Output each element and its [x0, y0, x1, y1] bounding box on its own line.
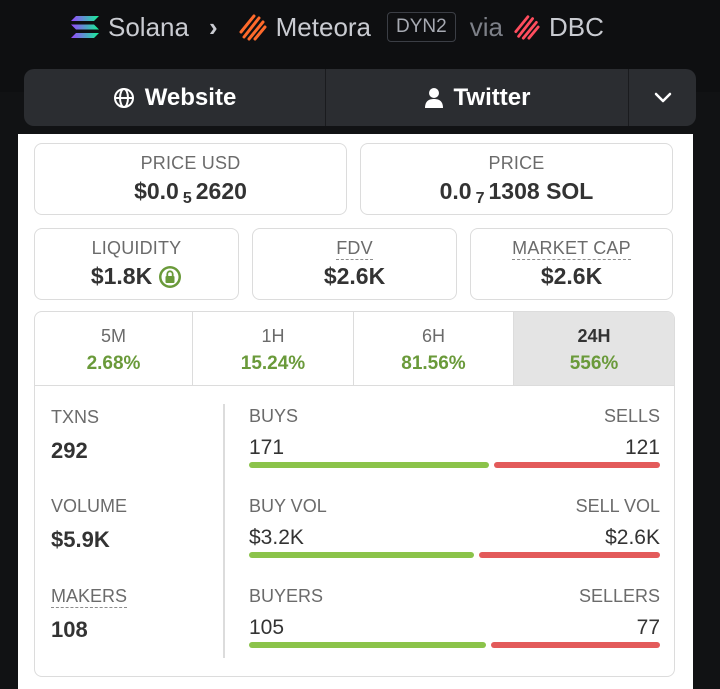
makers-stat: MAKERS 108 — [51, 586, 128, 643]
price-sol-value: 0.0 7 1308 SOL — [361, 178, 672, 207]
tab-change: 15.24% — [240, 353, 306, 374]
mcap-value: $2.6K — [540, 263, 603, 289]
liquidity-value-row: $1.8K — [35, 263, 238, 290]
txns-stat: TXNS 292 — [51, 407, 99, 464]
price-usd-prefix: $0.0 — [134, 178, 179, 204]
lock-icon[interactable] — [158, 265, 182, 289]
website-button[interactable]: Website — [24, 69, 326, 126]
more-links-button[interactable] — [629, 69, 696, 126]
makers-label[interactable]: MAKERS — [51, 586, 128, 608]
buyers-label: BUYERS — [249, 586, 324, 606]
dex-crumb[interactable]: Meteora — [238, 12, 371, 43]
buyers-bar — [249, 642, 486, 648]
txns-label: TXNS — [51, 407, 100, 427]
liquidity-card: LIQUIDITY $1.8K — [34, 228, 239, 300]
sells-label: SELLS — [603, 406, 660, 426]
meteora-icon — [239, 14, 267, 41]
price-usd-card: PRICE USD $0.0 5 2620 — [34, 143, 347, 215]
twitter-button[interactable]: Twitter — [326, 69, 629, 126]
price-usd-label: PRICE USD — [140, 153, 241, 173]
column-divider — [223, 404, 225, 658]
sellers-bar — [491, 642, 660, 648]
sells-value: 121 — [624, 436, 660, 459]
volume-value: $5.9K — [51, 527, 110, 552]
tab-24h[interactable]: 24H 556% — [514, 312, 674, 385]
links-bar: Website Twitter — [24, 69, 696, 126]
chevron-down-icon — [654, 92, 671, 102]
price-sol-card: PRICE 0.0 7 1308 SOL — [360, 143, 673, 215]
price-usd-digits: 2620 — [195, 178, 247, 204]
buy-vol-label: BUY VOL — [249, 496, 327, 516]
token-info-panel: PRICE USD $0.0 5 2620 PRICE 0.0 7 1308 SOL L… — [18, 134, 693, 689]
globe-icon — [113, 87, 134, 108]
fdv-label-wrap: FDV — [253, 238, 456, 260]
launchpad-name: DBC — [548, 11, 604, 42]
price-sol-zeros: 7 — [475, 189, 485, 207]
buys-value: 171 — [249, 436, 285, 459]
chevron-right-icon: › — [208, 11, 218, 42]
mcap-label[interactable]: MARKET CAP — [512, 238, 631, 260]
tab-label: 5M — [100, 326, 126, 346]
sellers-label: SELLERS — [578, 586, 660, 606]
liquidity-label: LIQUIDITY — [91, 238, 182, 258]
breadcrumb: Solana › Meteora DYN2 via — [70, 8, 604, 46]
timeframe-tabs: 5M 2.68% 1H 15.24% 6H 81.56% 24H 556% — [35, 312, 674, 386]
volume-stat: VOLUME $5.9K — [51, 496, 127, 553]
mcap-label-wrap: MARKET CAP — [471, 238, 672, 260]
price-usd-value: $0.0 5 2620 — [35, 178, 346, 207]
chain-crumb[interactable]: Solana — [70, 12, 189, 43]
sellers-value: 77 — [636, 616, 660, 639]
tab-change: 2.68% — [86, 353, 141, 374]
sells-bar — [494, 462, 660, 468]
liquidity-value: $1.8K — [90, 263, 153, 289]
chain-name: Solana — [108, 11, 189, 42]
via-label: via — [469, 11, 503, 42]
price-sol-prefix: 0.0 — [439, 178, 472, 204]
fdv-value: $2.6K — [323, 263, 386, 289]
volume-label: VOLUME — [51, 496, 128, 516]
sell-vol-bar — [479, 552, 660, 558]
buy-sell-volume-row: BUY VOL SELL VOL $3.2K $2.6K — [249, 496, 660, 566]
solana-icon — [71, 16, 99, 38]
buy-vol-bar — [249, 552, 474, 558]
tab-change: 81.56% — [401, 353, 466, 374]
launchpad-crumb[interactable]: DBC — [513, 12, 604, 43]
buyers-value: 105 — [249, 616, 285, 639]
tab-1h[interactable]: 1H 15.24% — [193, 312, 354, 385]
buy-vol-value: $3.2K — [249, 526, 304, 549]
price-sol-digits: 1308 SOL — [488, 178, 594, 204]
buyers-sellers-row: BUYERS SELLERS 105 77 — [249, 586, 660, 656]
fdv-label[interactable]: FDV — [336, 238, 373, 260]
website-label: Website — [144, 83, 237, 111]
price-usd-zeros: 5 — [182, 189, 192, 207]
price-sol-label: PRICE — [488, 153, 545, 173]
buys-sells-row: BUYS SELLS 171 121 — [249, 406, 660, 476]
tab-label: 24H — [577, 326, 611, 346]
fdv-card: FDV $2.6K — [252, 228, 457, 300]
makers-label-wrap: MAKERS — [51, 586, 128, 608]
buys-label: BUYS — [249, 406, 299, 426]
tab-label: 6H — [421, 326, 445, 346]
dbc-icon — [514, 15, 540, 40]
twitter-label: Twitter — [453, 83, 531, 111]
buys-bar — [249, 462, 489, 468]
tab-label: 1H — [261, 326, 285, 346]
makers-value: 108 — [51, 617, 88, 642]
tab-6h[interactable]: 6H 81.56% — [354, 312, 514, 385]
sell-vol-value: $2.6K — [605, 526, 660, 549]
stats-box: 5M 2.68% 1H 15.24% 6H 81.56% 24H 556% TX… — [34, 311, 675, 677]
user-icon — [424, 87, 443, 108]
dex-name: Meteora — [275, 11, 372, 42]
sell-vol-label: SELL VOL — [575, 496, 660, 516]
tab-change: 556% — [569, 353, 619, 374]
tab-5m[interactable]: 5M 2.68% — [35, 312, 193, 385]
pool-type-badge: DYN2 — [387, 12, 456, 42]
market-cap-card: MARKET CAP $2.6K — [470, 228, 673, 300]
txns-value: 292 — [51, 438, 88, 463]
